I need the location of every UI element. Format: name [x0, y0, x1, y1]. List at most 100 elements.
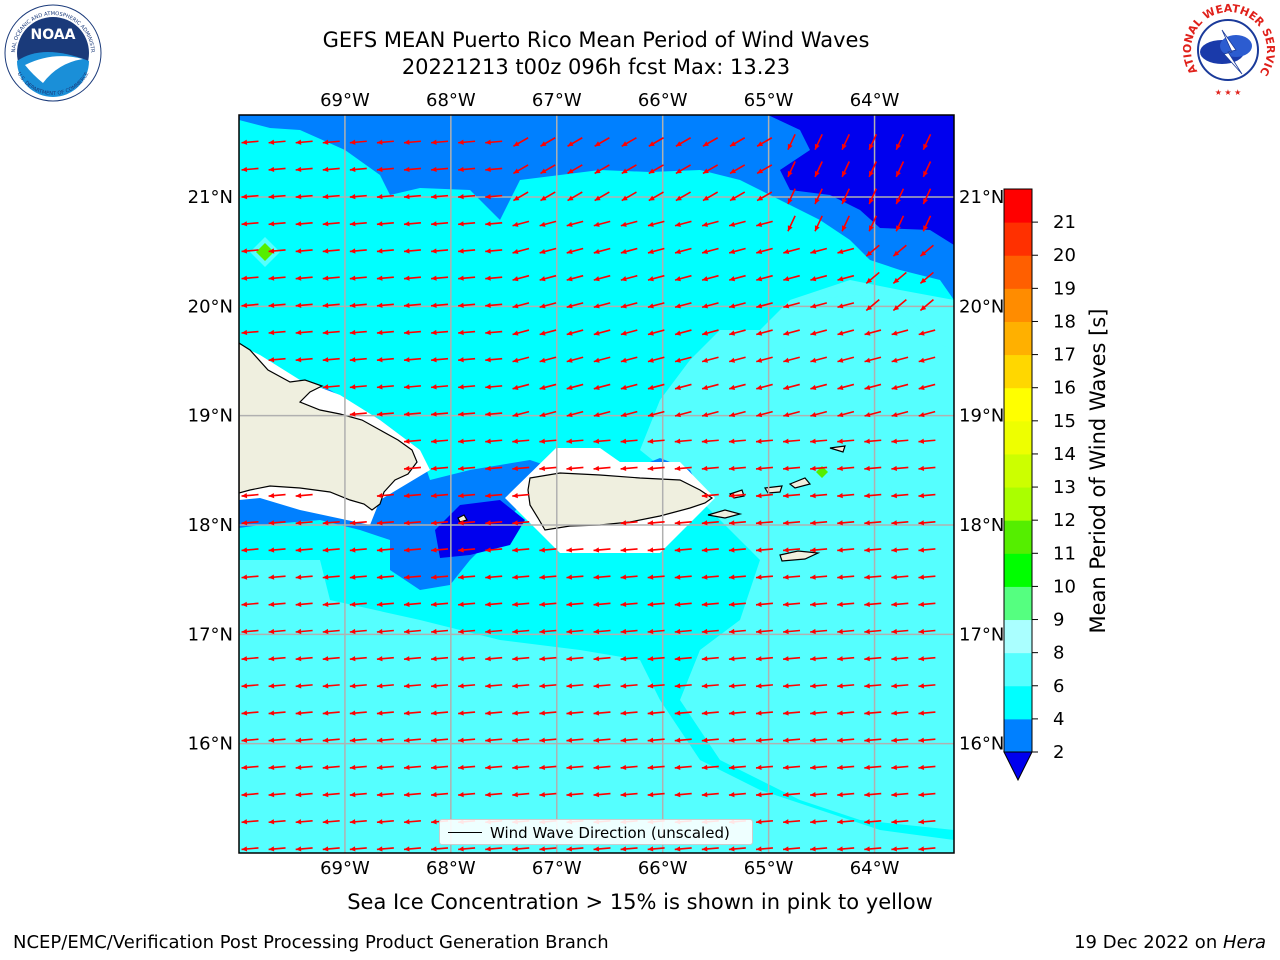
wave-direction-arrow — [566, 438, 584, 444]
colorbar-tick-label: 2 — [1053, 742, 1064, 763]
colorbar-tick-label: 13 — [1053, 477, 1076, 498]
wave-direction-arrow — [868, 133, 878, 151]
wave-direction-arrow — [865, 271, 880, 284]
wave-direction-arrow — [810, 520, 828, 526]
wave-direction-arrow — [701, 710, 719, 716]
wave-direction-arrow — [376, 737, 394, 743]
wave-direction-arrow — [485, 248, 503, 254]
wave-direction-arrow — [702, 191, 719, 202]
wave-direction-arrow — [485, 792, 503, 798]
wave-direction-arrow — [892, 299, 907, 312]
lon-label-top: 64°W — [850, 90, 900, 111]
wave-direction-arrow — [620, 465, 638, 472]
wave-direction-arrow — [891, 465, 909, 472]
wave-direction-arrow — [841, 161, 851, 178]
wave-direction-arrow — [701, 656, 719, 662]
wave-direction-arrow — [701, 410, 719, 418]
lon-label-top: 65°W — [744, 90, 794, 111]
colorbar-tick-label: 10 — [1053, 576, 1076, 597]
wave-direction-arrow — [919, 271, 934, 284]
wave-direction-arrow — [512, 683, 530, 689]
wave-direction-arrow — [566, 465, 584, 472]
wave-direction-arrow — [268, 574, 286, 580]
wave-direction-arrow — [593, 710, 611, 716]
wave-direction-arrow — [783, 574, 801, 580]
wave-direction-arrow — [349, 547, 367, 553]
wave-direction-arrow — [349, 819, 367, 825]
wave-direction-arrow — [241, 221, 259, 227]
wave-direction-arrow — [728, 247, 746, 255]
wave-direction-arrow — [810, 683, 828, 689]
wave-direction-arrow — [241, 819, 259, 825]
wave-direction-arrow — [431, 737, 449, 743]
wave-direction-arrow — [431, 302, 449, 308]
colorbar-tick-label: 18 — [1053, 311, 1076, 332]
wave-direction-arrow — [755, 520, 773, 526]
wave-direction-arrow — [512, 274, 530, 282]
wave-direction-arrow — [349, 764, 367, 771]
wave-direction-arrow — [376, 601, 394, 607]
wave-direction-arrow — [295, 846, 313, 852]
wave-direction-arrow — [674, 438, 692, 444]
wave-direction-arrow — [376, 520, 394, 526]
wave-direction-arrow — [241, 493, 259, 499]
colorbar-segment — [1004, 189, 1032, 223]
wave-direction-arrow — [647, 438, 665, 444]
wave-direction-arrow — [458, 628, 476, 635]
wave-direction-arrow — [728, 410, 746, 418]
wave-direction-arrow — [403, 411, 421, 417]
wave-direction-arrow — [567, 164, 583, 175]
wave-direction-arrow — [431, 275, 449, 281]
colorbar-segment — [1004, 652, 1032, 687]
lat-label-left: 21°N — [188, 187, 233, 208]
wave-direction-arrow — [512, 247, 530, 255]
wave-direction-arrow — [295, 493, 313, 499]
wave-direction-arrow — [783, 438, 801, 444]
wave-direction-arrow — [485, 166, 503, 173]
colorbar-segment — [1004, 321, 1032, 356]
wave-direction-arrow — [349, 357, 367, 363]
wave-direction-arrow — [701, 329, 719, 336]
footer-date-host: 19 Dec 2022 on Hera — [1074, 932, 1266, 953]
wave-direction-arrow — [485, 574, 503, 580]
wave-direction-arrow — [674, 465, 692, 472]
wave-direction-arrow — [349, 683, 367, 689]
lat-label-left: 16°N — [188, 734, 233, 755]
wave-direction-arrow — [728, 764, 746, 771]
wave-direction-arrow — [810, 764, 828, 771]
wave-direction-arrow — [295, 656, 313, 662]
wave-direction-arrow — [458, 194, 476, 200]
wave-direction-arrow — [376, 846, 394, 852]
wave-direction-arrow — [891, 710, 909, 716]
wave-direction-arrow — [295, 329, 313, 336]
wave-direction-arrow — [241, 275, 259, 281]
wave-direction-arrow — [241, 764, 259, 771]
wave-direction-arrow — [376, 656, 394, 662]
wave-direction-arrow — [787, 133, 796, 151]
wave-direction-arrow — [539, 628, 557, 635]
wave-direction-arrow — [728, 465, 746, 472]
wave-direction-arrow — [864, 737, 882, 743]
lon-label-top: 68°W — [426, 90, 476, 111]
wave-direction-arrow — [539, 329, 557, 336]
wave-direction-arrow — [458, 275, 476, 281]
wave-direction-arrow — [674, 220, 692, 227]
wave-direction-arrow — [241, 710, 259, 716]
colorbar-tick-label: 14 — [1053, 444, 1076, 465]
contour-band-2-4-north — [239, 115, 954, 300]
wave-direction-arrow — [458, 465, 476, 472]
wave-direction-arrow — [620, 383, 638, 390]
wave-direction-arrow — [403, 329, 421, 336]
colorbar-segment — [1004, 553, 1032, 587]
wave-direction-arrow — [295, 601, 313, 607]
wave-direction-arrow — [593, 628, 611, 635]
wave-direction-arrow — [322, 248, 340, 254]
wave-direction-arrow — [891, 547, 909, 553]
wave-direction-arrow — [566, 737, 584, 743]
wave-direction-arrow — [868, 161, 878, 178]
wave-direction-arrow — [755, 846, 773, 852]
noaa-logo-text: NOAA — [31, 27, 76, 43]
wave-direction-arrow — [322, 846, 340, 852]
lon-label-top: 69°W — [320, 90, 370, 111]
